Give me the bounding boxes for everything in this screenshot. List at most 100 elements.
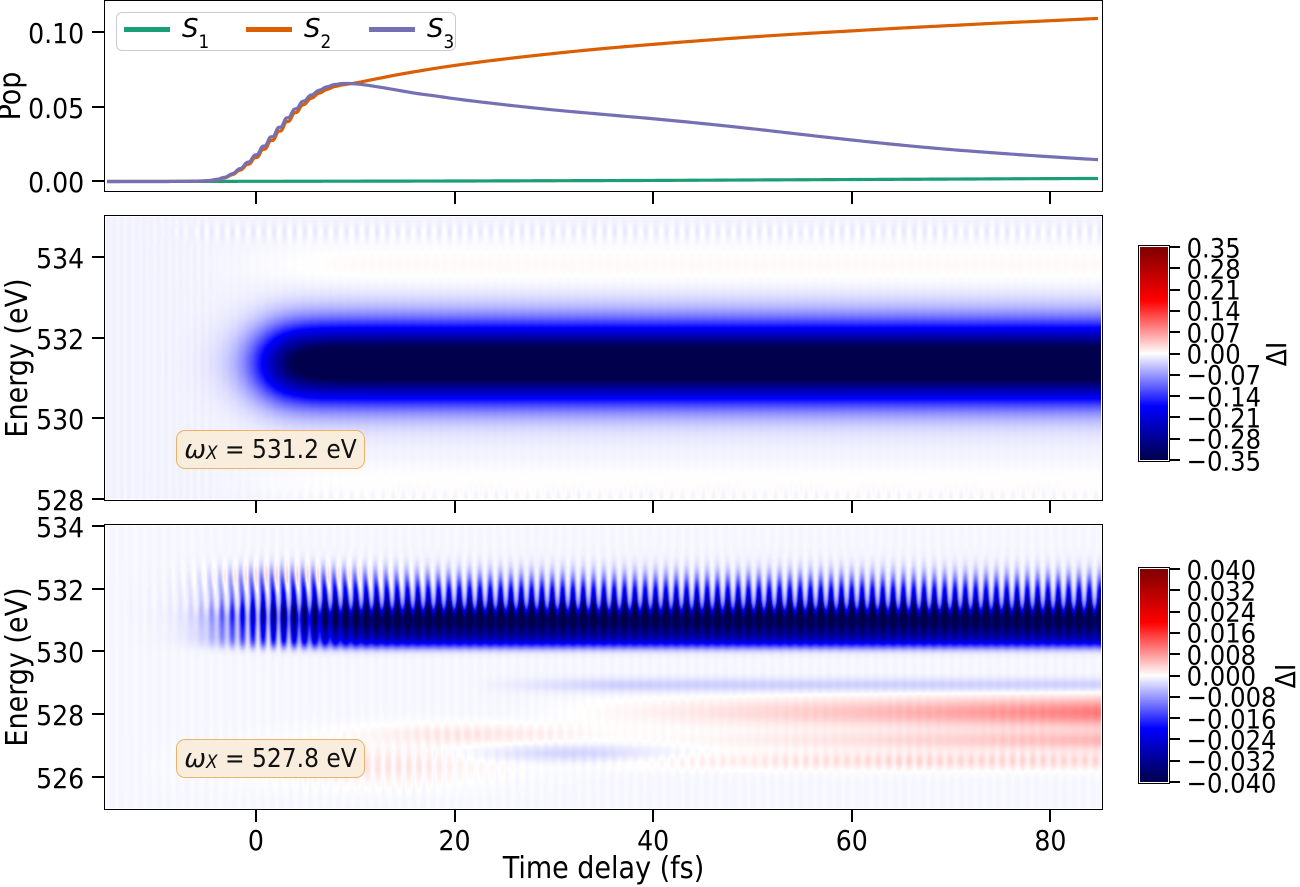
colorbar-tick-mark: [1169, 589, 1180, 592]
legend-label-S3: S3: [427, 14, 454, 51]
x-tick-mark: [850, 500, 853, 513]
y-tick-mark: [92, 587, 105, 590]
legend-label-base-S2: S: [304, 14, 321, 45]
x-tick-label: 80: [1034, 824, 1067, 857]
colorbar-tick-mark: [1169, 459, 1180, 461]
legend-label-subscript-S2: 2: [320, 31, 332, 53]
colorbar-tick-mark: [1169, 373, 1180, 376]
x-tick-mark: [850, 809, 853, 822]
x-tick-label: 60: [835, 824, 868, 857]
y-tick-mark: [92, 256, 105, 259]
y-tick-mark: [92, 775, 105, 778]
x-tick-mark: [1049, 500, 1052, 513]
y-tick-label: 0.10: [28, 16, 85, 50]
colorbar-tick-mark: [1169, 695, 1180, 698]
y-tick-mark: [92, 525, 105, 527]
legend-entry-S2: S2: [246, 11, 331, 51]
y-tick-mark: [92, 498, 105, 500]
colorbar-tick-label: −0.07: [1186, 360, 1262, 392]
y-tick-label: 528: [36, 484, 85, 517]
legend-entry-S1: S1: [124, 11, 209, 51]
colorbar-tick-mark: [1169, 267, 1180, 270]
colorbar-tick-mark: [1169, 288, 1180, 291]
legend-line-S1: [124, 27, 170, 32]
colorbar-tick-mark: [1169, 738, 1180, 741]
colorbar-tick-label: −0.016: [1186, 704, 1277, 736]
y-tick-label: 534: [36, 242, 85, 276]
colorbar-tick-label: −0.14: [1186, 382, 1262, 414]
y-tick-mark: [92, 30, 105, 33]
x-tick-mark: [254, 191, 257, 204]
x-tick-label: 20: [438, 824, 471, 857]
colorbar-tick-label: 0.000: [1186, 661, 1257, 693]
colorbar-tick-label: 0.14: [1186, 296, 1241, 328]
pop-axis-label: Pop: [0, 71, 28, 121]
colorbar-tick-mark: [1169, 331, 1180, 334]
omega-symbol: ω: [184, 743, 207, 774]
y-tick-label: 530: [36, 403, 85, 437]
delta-i-label-531: ΔI: [1260, 341, 1294, 366]
x-tick-mark: [254, 809, 257, 822]
colorbar-tick-mark: [1169, 416, 1180, 419]
y-tick-mark: [92, 417, 105, 420]
legend-label-S1: S1: [182, 14, 209, 51]
y-tick-label: 0.00: [28, 166, 85, 200]
x-tick-label: 0: [247, 824, 264, 857]
colorbar-tick-label: 0.28: [1186, 254, 1241, 286]
colorbar-tick-mark: [1169, 781, 1180, 783]
population-plot: [106, 16, 1099, 184]
x-tick-label: 40: [637, 824, 670, 857]
legend-entry-S3: S3: [369, 11, 454, 51]
colorbar-tick-label: −0.21: [1186, 403, 1262, 435]
series-S3: [106, 81, 1099, 184]
y-tick-mark: [92, 180, 105, 183]
colorbar-tick-label: 0.032: [1186, 576, 1257, 608]
colorbar-tick-mark: [1169, 631, 1180, 634]
colorbar-tick-mark: [1169, 610, 1180, 613]
y-tick-mark: [92, 336, 105, 339]
y-tick-mark: [92, 713, 105, 715]
colorbar-tick-label: −0.35: [1186, 446, 1262, 477]
y-tick-label: 532: [36, 573, 85, 607]
y-tick-label: 528: [36, 699, 85, 732]
time-delay-axis-label: Time delay (fs): [502, 851, 705, 886]
y-tick-mark: [92, 105, 105, 108]
legend-label-base-S3: S: [427, 14, 444, 45]
colorbar-tick-label: −0.032: [1186, 746, 1277, 778]
x-tick-mark: [850, 191, 853, 204]
colorbar-527: [1138, 567, 1170, 784]
colorbar-tick-mark: [1169, 395, 1180, 398]
y-tick-mark: [92, 650, 105, 653]
x-tick-mark: [1049, 809, 1052, 822]
x-tick-mark: [1049, 191, 1052, 204]
colorbar-tick-mark: [1169, 437, 1180, 440]
colorbar-tick-label: 0.21: [1186, 275, 1241, 307]
annotation-text: = 527.8 eV: [217, 743, 357, 774]
colorbar-531: [1138, 245, 1170, 462]
legend-line-S3: [369, 27, 415, 32]
colorbar-tick-label: 0.040: [1186, 555, 1257, 586]
x-tick-mark: [652, 500, 655, 513]
colorbar-tick-mark: [1169, 309, 1180, 312]
x-tick-mark: [652, 191, 655, 204]
colorbar-tick-label: 0.016: [1186, 618, 1257, 650]
series-S1: [106, 176, 1099, 184]
colorbar-tick-label: −0.040: [1186, 768, 1277, 799]
colorbar-tick-label: −0.008: [1186, 682, 1277, 714]
energy-axis-label-531: Energy (eV): [0, 278, 35, 438]
x-tick-mark: [453, 191, 456, 204]
legend-label-subscript-S1: 1: [198, 31, 210, 53]
colorbar-tick-label: −0.28: [1186, 424, 1262, 456]
x-tick-mark: [652, 809, 655, 822]
legend-label-subscript-S3: 3: [443, 31, 455, 53]
omega-symbol: ω: [184, 434, 207, 465]
colorbar-tick-label: 0.008: [1186, 640, 1257, 672]
colorbar-tick-mark: [1169, 759, 1180, 762]
colorbar-tick-mark: [1169, 653, 1180, 656]
legend: S1 S2 S3: [116, 11, 456, 51]
colorbar-tick-mark: [1169, 717, 1180, 720]
y-tick-label: 532: [36, 322, 85, 356]
